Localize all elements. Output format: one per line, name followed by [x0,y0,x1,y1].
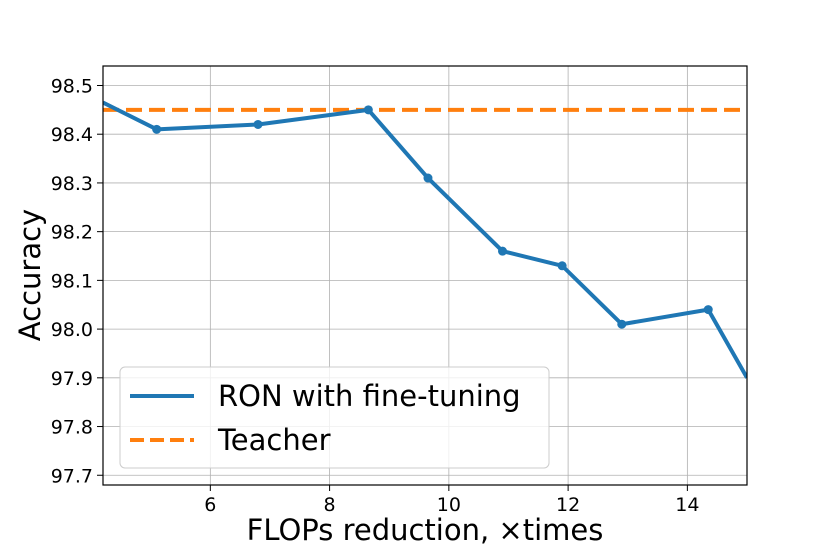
data-point [498,246,508,256]
legend-label-ron: RON with fine-tuning [218,379,521,413]
legend-label-teacher: Teacher [217,423,331,457]
data-point [617,319,627,329]
y-tick-label: 98.0 [51,319,93,341]
y-tick-label: 98.3 [51,173,93,195]
data-point [363,105,373,115]
x-axis-label: FLOPs reduction, ×times [247,513,604,547]
data-point [253,119,263,129]
data-point [703,305,713,315]
x-tick-label: 6 [204,494,216,516]
y-tick-label: 97.7 [51,465,93,487]
y-axis-label: Accuracy [13,209,47,341]
y-tick-label: 98.1 [51,270,93,292]
legend: RON with fine-tuning Teacher [119,366,550,469]
x-tick-label: 8 [324,494,336,516]
grid [103,66,747,485]
data-point [423,173,433,183]
y-tick-label: 97.9 [51,368,93,390]
plot-series [103,100,747,379]
data-point [557,261,567,271]
y-tick-label: 98.5 [51,75,93,97]
y-tick-label: 97.8 [51,417,93,439]
x-tick-label: 12 [556,494,580,516]
series-line-ron [103,100,747,379]
x-tick-label: 10 [437,494,461,516]
plot-frame [102,65,748,486]
y-tick-label: 98.4 [51,124,93,146]
y-tick-label: 98.2 [51,222,93,244]
axis-ticks: 6 8 10 12 14 97.7 97.8 97.9 98.0 98.1 98.2 98.3 98.4… [51,75,700,516]
legend-box [119,366,550,469]
x-tick-label: 14 [675,494,699,516]
data-point [152,124,162,134]
